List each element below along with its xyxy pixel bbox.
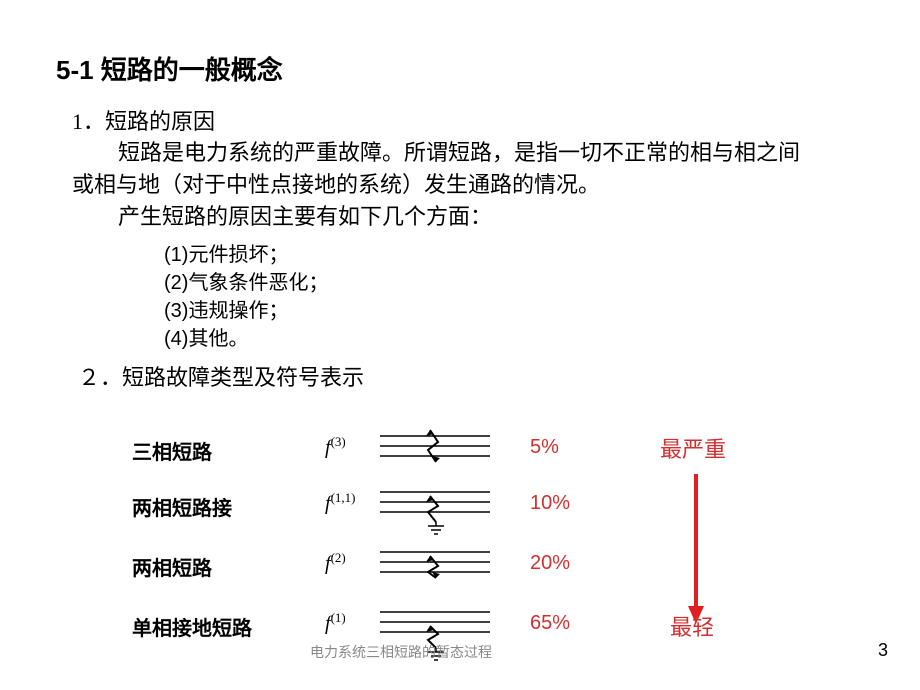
cause-item-2: (2)气象条件恶化； <box>164 266 328 295</box>
severity-arrow-icon <box>686 474 706 624</box>
fault-percent: 10% <box>530 492 570 515</box>
fault-name: 两相短路接 <box>132 492 232 521</box>
severity-bottom-label: 最轻 <box>670 610 714 642</box>
cause-item-3: (3)违规操作； <box>164 294 288 323</box>
symbol-sup: (3) <box>331 434 346 449</box>
fault-name: 三相短路 <box>132 436 212 465</box>
fault-percent: 5% <box>530 436 559 459</box>
subheading-fault-types: ２．短路故障类型及符号表示 <box>78 360 364 392</box>
severity-top-label: 最严重 <box>660 432 726 464</box>
fault-name: 两相短路 <box>132 552 212 581</box>
fault-row-two-phase: 两相短路 f(2) 20% <box>0 544 920 594</box>
paragraph-line-3: 产生短路的原因主要有如下几个方面： <box>118 202 492 233</box>
symbol-sup: (1,1) <box>331 490 356 505</box>
footer-text: 电力系统三相短路的暂态过程 <box>310 642 492 662</box>
cause-item-1: (1)元件损坏； <box>164 238 288 267</box>
fault-diagram-icon <box>380 544 490 588</box>
fault-percent: 20% <box>530 552 570 575</box>
subheading-causes: 1．短路的原因 <box>72 104 215 136</box>
fault-name: 单相接地短路 <box>132 612 252 641</box>
fault-symbol: f(3) <box>325 434 346 460</box>
section-heading: 5-1 短路的一般概念 <box>56 50 283 87</box>
page-number: 3 <box>878 640 888 661</box>
fault-symbol: f(2) <box>325 550 346 576</box>
fault-symbol: f(1) <box>325 610 346 636</box>
fault-symbol: f(1,1) <box>325 490 355 516</box>
fault-row-three-phase: 三相短路 f(3) 5% <box>0 428 920 478</box>
fault-percent: 65% <box>530 612 570 635</box>
symbol-sup: (2) <box>331 550 346 565</box>
fault-diagram-icon <box>380 484 490 536</box>
fault-diagram-icon <box>380 428 490 472</box>
paragraph-line-1: 短路是电力系统的严重故障。所谓短路，是指一切不正常的相与相之间 <box>118 138 800 169</box>
cause-item-4: (4)其他。 <box>164 322 248 351</box>
fault-row-two-phase-ground: 两相短路接 f(1,1) 10% <box>0 484 920 534</box>
paragraph-line-2: 或相与地（对于中性点接地的系统）发生通路的情况。 <box>72 170 600 201</box>
symbol-sup: (1) <box>331 610 346 625</box>
